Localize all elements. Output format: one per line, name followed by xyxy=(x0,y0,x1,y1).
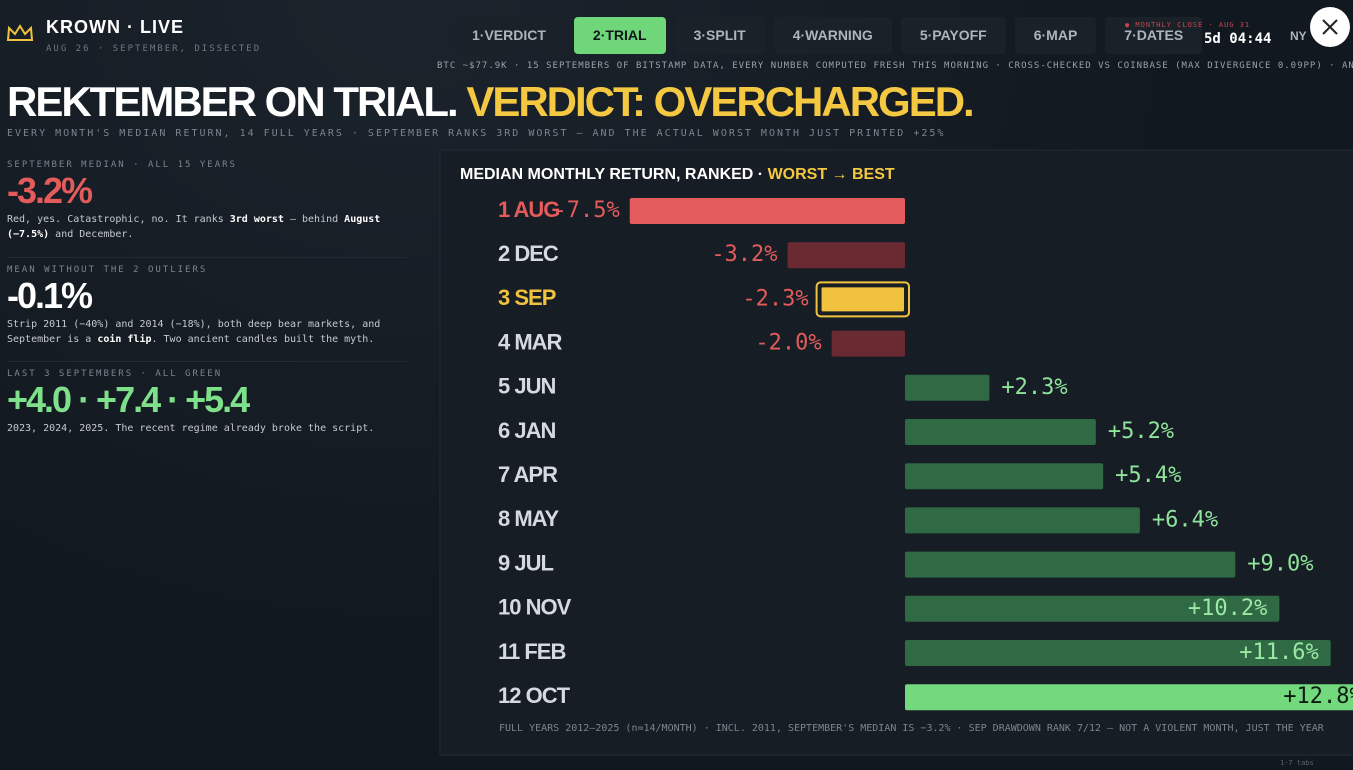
value-label: -3.2% xyxy=(711,242,777,267)
close-icon xyxy=(1322,19,1338,35)
category-label: 4 MAR xyxy=(498,329,563,354)
tab[interactable]: 4·WARNING xyxy=(773,17,892,54)
headline: REKTEMBER ON TRIAL. VERDICT: OVERCHARGED… xyxy=(7,78,975,126)
subtitle: AUG 26 · SEPTEMBER, DISSECTED xyxy=(46,44,262,54)
stat-block: LAST 3 SEPTEMBERS · ALL GREEN +4.0 · +7.4… xyxy=(7,369,407,436)
stat-label: MEAN WITHOUT THE 2 OUTLIERS xyxy=(7,265,208,275)
bar xyxy=(905,640,1331,666)
stat-note: Red, yes. Catastrophic, no. It ranks 3rd… xyxy=(7,212,407,242)
stat-block: SEPTEMBER MEDIAN · ALL 15 YEARS -3.2% Red,… xyxy=(7,160,407,242)
value-label: +6.4% xyxy=(1152,507,1218,532)
category-label: 5 JUN xyxy=(498,374,555,399)
tab[interactable]: 1·VERDICT xyxy=(453,17,565,54)
tab-bar: 1·VERDICT 2·TRIAL 3·SPLIT 4·WARNING 5·PAYOFF… xyxy=(453,17,1203,54)
bar xyxy=(819,285,907,314)
stat-note: 2023, 2024, 2025. The recent regime alre… xyxy=(7,421,407,436)
timezone: NY xyxy=(1290,29,1307,43)
tab[interactable]: 2·TRIAL xyxy=(573,17,666,54)
note-part: and December. xyxy=(49,229,134,240)
category-label: 7 APR xyxy=(498,462,558,487)
tab[interactable]: 6·MAP xyxy=(1014,17,1097,54)
stat-value: +4.0 · +7.4 · +5.4 xyxy=(7,379,250,420)
stat-value: -3.2% xyxy=(7,170,93,211)
category-label: 1 AUG xyxy=(498,197,559,222)
stat-label: SEPTEMBER MEDIAN · ALL 15 YEARS xyxy=(7,160,237,170)
bar xyxy=(905,551,1236,578)
bar xyxy=(831,330,905,357)
headline-accent: VERDICT: OVERCHARGED. xyxy=(466,78,974,125)
category-label: 11 FEB xyxy=(498,639,565,664)
value-label: +10.2% xyxy=(1188,596,1267,621)
divider xyxy=(7,257,407,258)
category-label: 6 JAN xyxy=(498,418,555,443)
category-label: 10 NOV xyxy=(498,595,572,620)
value-label: +11.6% xyxy=(1239,640,1318,665)
value-label: -7.5% xyxy=(554,198,620,223)
note-part: 3rd worst xyxy=(229,214,284,225)
note-part: Red, yes. Catastrophic, no. It ranks xyxy=(7,214,230,225)
value-label: +12.8% xyxy=(1283,684,1353,709)
chart-title-text: MEDIAN MONTHLY RETURN, RANKED · xyxy=(460,166,768,183)
subline: EVERY MONTH'S MEDIAN RETURN, 14 FULL YEA… xyxy=(7,128,946,139)
bar xyxy=(905,374,990,401)
tab[interactable]: 5·PAYOFF xyxy=(900,17,1006,54)
bar xyxy=(905,419,1096,445)
divider xyxy=(7,361,407,362)
footnote: FULL YEARS 2012–2025 (n=14/MONTH) · INCL… xyxy=(499,723,1325,734)
note-part: — behind xyxy=(283,214,345,225)
countdown: 5d 04:44 xyxy=(1204,31,1272,47)
value-label: +5.4% xyxy=(1115,463,1181,488)
bar xyxy=(629,198,905,224)
value-label: +5.2% xyxy=(1108,419,1174,444)
stat-note: Strip 2011 (−40%) and 2014 (−18%), both … xyxy=(7,317,407,347)
stat-label: LAST 3 SEPTEMBERS · ALL GREEN xyxy=(7,369,223,379)
value-label: -2.3% xyxy=(742,286,808,311)
category-label: 2 DEC xyxy=(498,241,559,266)
chart-title: MEDIAN MONTHLY RETURN, RANKED · WORST → … xyxy=(460,166,895,183)
stat-value: -0.1% xyxy=(7,275,93,316)
crown-icon xyxy=(6,24,34,41)
tab[interactable]: 7·DATES xyxy=(1105,17,1203,54)
chart-title-accent: WORST → BEST xyxy=(768,166,895,183)
stat-block: MEAN WITHOUT THE 2 OUTLIERS -0.1% Strip 20… xyxy=(7,265,407,347)
note-part: 2023, 2024, 2025. The recent regime alre… xyxy=(7,423,375,434)
bar xyxy=(905,463,1104,490)
countdown-label: ● MONTHLY CLOSE · AUG 31 xyxy=(1125,21,1251,29)
note-part: Strip 2011 (−40%) and 2014 (−18%), both … xyxy=(7,319,381,345)
note-part: . Two ancient candles built the myth. xyxy=(151,334,375,345)
headline-text: REKTEMBER ON TRIAL. xyxy=(7,78,459,125)
category-label: 8 MAY xyxy=(498,506,560,531)
note-part: August (−7.5%) xyxy=(7,214,381,240)
category-label: 3 SEP xyxy=(498,285,556,310)
category-label: 12 OCT xyxy=(498,683,571,708)
category-label: 9 JUL xyxy=(498,550,553,575)
tab[interactable]: 3·SPLIT xyxy=(674,17,765,54)
hint: 1-7 tabs xyxy=(1280,759,1314,767)
value-label: +9.0% xyxy=(1247,552,1313,577)
bar xyxy=(905,684,1353,711)
value-label: +2.3% xyxy=(1001,375,1067,400)
bar xyxy=(905,595,1280,622)
value-label: -2.0% xyxy=(755,331,821,356)
bar xyxy=(905,507,1140,534)
highlight-outline xyxy=(815,281,911,318)
ticker: BTC ~$77.9K · 15 SEPTEMBERS OF BITSTAMP … xyxy=(437,61,1353,71)
note-part: coin flip xyxy=(97,334,152,345)
bar xyxy=(787,242,905,269)
close-button[interactable] xyxy=(1310,7,1350,47)
brand: KROWN · LIVE xyxy=(46,17,184,37)
